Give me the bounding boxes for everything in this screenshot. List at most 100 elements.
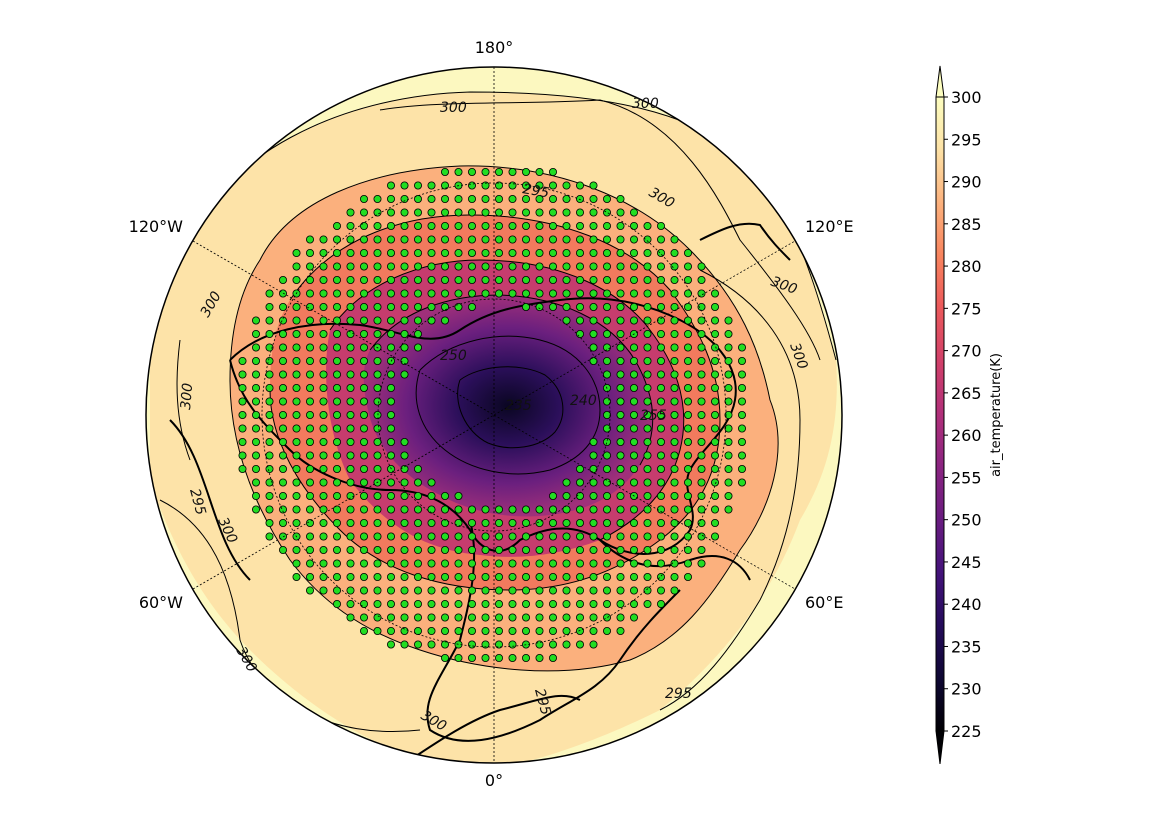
colorbar-tick-label: 230 [951,680,982,699]
stipple-dot [671,573,678,580]
stipple-dot [428,573,435,580]
stipple-dot [428,492,435,499]
stipple-dot [576,533,583,540]
stipple-dot [684,533,691,540]
colorbar-tick-label: 285 [951,215,982,234]
stipple-dot [374,452,381,459]
stipple-dot [657,236,664,243]
stipple-dot [536,168,543,175]
stipple-dot [374,384,381,391]
stipple-dot [347,398,354,405]
stipple-dot [401,614,408,621]
stipple-dot [482,263,489,270]
stipple-dot [495,560,502,567]
colorbar-tick-label: 235 [951,637,982,656]
stipple-dot [333,560,340,567]
colorbar-tick-label: 260 [951,426,982,445]
stipple-dot [576,236,583,243]
stipple-dot [293,560,300,567]
stipple-dot [630,533,637,540]
stipple-dot [374,546,381,553]
stipple-dot [563,222,570,229]
stipple-dot [644,546,651,553]
stipple-dot [252,479,259,486]
stipple-dot [590,209,597,216]
stipple-dot [428,276,435,283]
stipple-dot [725,492,732,499]
stipple-dot [590,276,597,283]
stipple-dot [509,290,516,297]
stipple-dot [266,290,273,297]
stipple-dot [630,411,637,418]
stipple-dot [306,533,313,540]
stipple-dot [495,573,502,580]
stipple-dot [293,317,300,324]
stipple-dot [414,344,421,351]
stipple-dot [590,479,597,486]
stipple-dot [738,411,745,418]
stipple-dot [590,182,597,189]
stipple-dot [333,479,340,486]
stipple-dot [563,573,570,580]
stipple-dot [401,452,408,459]
stipple-dot [401,236,408,243]
stipple-dot [347,330,354,337]
stipple-dot [711,506,718,513]
stipple-dot [698,411,705,418]
stipple-dot [468,263,475,270]
stipple-dot [576,249,583,256]
stipple-dot [563,209,570,216]
stipple-dot [333,222,340,229]
stipple-dot [657,276,664,283]
stipple-dot [293,398,300,405]
stipple-dot [698,533,705,540]
stipple-dot [360,411,367,418]
stipple-dot [468,641,475,648]
stipple-dot [347,209,354,216]
stipple-dot [360,371,367,378]
stipple-dot [441,533,448,540]
colorbar-tick-label: 255 [951,468,982,487]
stipple-dot [455,276,462,283]
stipple-dot [657,600,664,607]
stipple-dot [468,182,475,189]
stipple-dot [684,479,691,486]
stipple-dot [590,344,597,351]
stipple-dot [387,546,394,553]
stipple-dot [306,438,313,445]
stipple-dot [522,276,529,283]
stipple-dot [387,425,394,432]
stipple-dot [522,600,529,607]
stipple-dot [617,303,624,310]
stipple-dot [603,573,610,580]
stipple-dot [387,492,394,499]
stipple-dot [279,411,286,418]
stipple-dot [563,506,570,513]
stipple-dot [644,263,651,270]
stipple-dot [293,573,300,580]
stipple-dot [549,182,556,189]
stipple-dot [617,263,624,270]
stipple-dot [684,263,691,270]
stipple-dot [455,290,462,297]
stipple-dot [266,317,273,324]
stipple-dot [387,438,394,445]
stipple-dot [549,627,556,634]
stipple-dot [576,276,583,283]
stipple-dot [630,425,637,432]
stipple-dot [590,303,597,310]
stipple-dot [671,533,678,540]
stipple-dot [657,587,664,594]
stipple-dot [549,519,556,526]
stipple-dot [630,614,637,621]
stipple-dot [401,587,408,594]
stipple-dot [306,290,313,297]
stipple-dot [279,398,286,405]
stipple-dot [549,573,556,580]
stipple-dot [428,209,435,216]
stipple-dot [603,371,610,378]
stipple-dot [684,425,691,432]
stipple-dot [590,438,597,445]
stipple-dot [279,425,286,432]
